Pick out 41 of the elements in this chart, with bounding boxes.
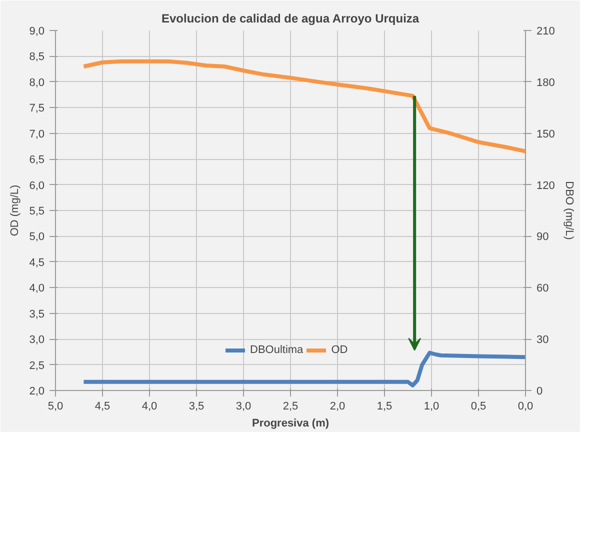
y-tick-label: 4,0: [29, 282, 45, 295]
y-tick-label: 7,5: [29, 102, 45, 115]
y2-tick-label: 180: [536, 76, 555, 89]
y2-tick-label: 60: [536, 282, 549, 295]
y2-tick-label: 210: [536, 26, 555, 38]
x-tick-label: 3,5: [188, 400, 204, 412]
y-tick-label: 3,0: [29, 334, 45, 346]
x-tick-label: 1,0: [424, 400, 440, 412]
x-tick-label: 1,5: [376, 400, 392, 412]
y2-tick-label: 150: [536, 128, 555, 140]
x-tick-label: 2,5: [282, 400, 298, 412]
y-tick-label: 8,5: [29, 51, 45, 64]
y-tick-label: 2,0: [29, 386, 45, 398]
x-tick-label: 0,5: [470, 400, 486, 412]
y2-axis-title: DBO (mg/L): [562, 181, 575, 240]
y2-tick-label: 90: [536, 231, 549, 244]
y-tick-label: 3,5: [29, 308, 45, 320]
x-tick-label: 3,0: [236, 400, 252, 412]
y-tick-label: 8,0: [29, 76, 45, 89]
y-tick-label: 5,0: [29, 231, 45, 244]
x-tick-label: 0,0: [518, 400, 534, 412]
legend-label: DBOultima: [250, 344, 304, 356]
y-tick-label: 9,0: [29, 26, 45, 38]
x-tick-label: 2,0: [330, 400, 346, 412]
y-tick-label: 7,0: [29, 128, 45, 140]
y2-tick-label: 30: [536, 334, 549, 346]
line-series: [82, 59, 526, 154]
y-tick-label: 5,5: [29, 206, 45, 218]
x-tick-label: 4,0: [142, 400, 158, 412]
x-tick-label: 4,5: [94, 400, 110, 412]
y-tick-label: 6,5: [29, 154, 45, 166]
x-tick-label: 5,0: [48, 400, 64, 412]
chart-title: Evolucion de calidad de agua Arroyo Urquiza: [161, 12, 420, 26]
x-axis-title: Progresiva (m): [252, 418, 330, 430]
y-tick-label: 4,5: [29, 256, 45, 269]
y-tick-label: 2,5: [29, 360, 45, 372]
y2-tick-label: 0: [536, 386, 543, 398]
y-tick-label: 6,0: [29, 180, 45, 192]
y2-tick-label: 120: [536, 180, 555, 192]
legend-label: OD: [331, 344, 349, 356]
y-axis-title: OD (mg/L): [9, 184, 22, 236]
